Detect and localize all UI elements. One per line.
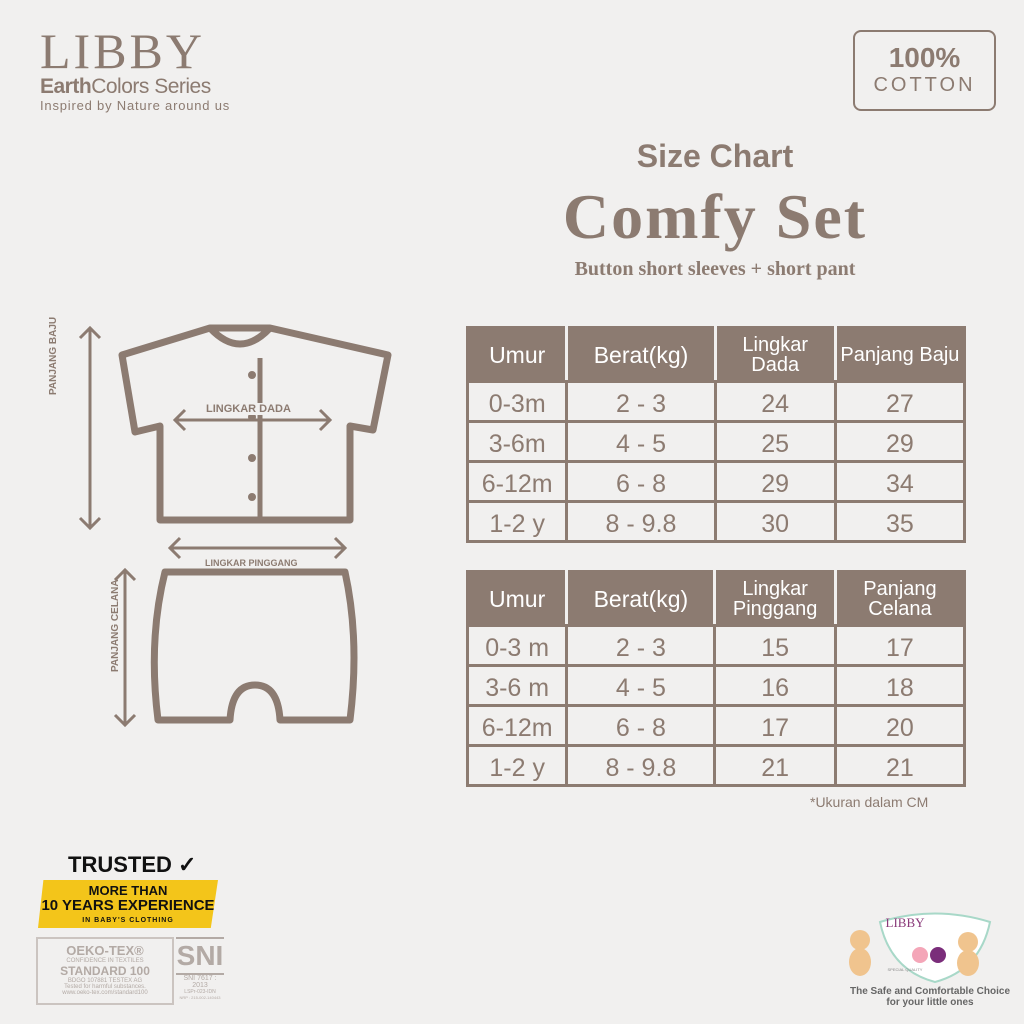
brand-block: LIBBY EarthColors Series Inspired by Nat… bbox=[40, 26, 230, 113]
table-header-row: Umur Berat(kg) Lingkar Pinggang Panjang … bbox=[465, 570, 967, 627]
cell: 6 - 8 bbox=[565, 460, 717, 503]
bear-icon bbox=[849, 930, 871, 976]
cell: 8 - 9.8 bbox=[565, 744, 717, 787]
sni-nrp: NRP : 215-002-140443 bbox=[179, 995, 221, 1000]
table-row: 6-12m 6 - 8 17 20 bbox=[465, 704, 967, 747]
oeko-url: www.oeko-tex.com/standard100 bbox=[62, 990, 148, 996]
cell: 6 - 8 bbox=[565, 704, 717, 747]
table-row: 6-12m 6 - 8 29 34 bbox=[465, 460, 967, 503]
check-icon: ✓ bbox=[178, 852, 197, 877]
table-header-row: Umur Berat(kg) Lingkar Dada Panjang Baju bbox=[465, 326, 967, 383]
shorts-icon bbox=[150, 568, 358, 724]
header-umur: Umur bbox=[465, 570, 569, 627]
cell: 17 bbox=[833, 624, 967, 667]
table-row: 3-6m 4 - 5 25 29 bbox=[465, 420, 967, 463]
cell: 21 bbox=[713, 744, 837, 787]
cell: 35 bbox=[833, 500, 967, 543]
cotton-percent: 100% bbox=[888, 42, 961, 73]
garment-diagram bbox=[78, 324, 392, 728]
cell: 2 - 3 bbox=[565, 624, 717, 667]
measure-arrows bbox=[78, 325, 348, 728]
slogan-line2: for your little ones bbox=[886, 997, 974, 1008]
cell: 16 bbox=[713, 664, 837, 707]
bottom-size-table: Umur Berat(kg) Lingkar Pinggang Panjang … bbox=[465, 570, 967, 787]
sni-lsp: LSPr-023-IDN bbox=[184, 989, 216, 995]
cell: 18 bbox=[833, 664, 967, 707]
cell: 29 bbox=[833, 420, 967, 463]
panjang-baju-label: PANJANG BAJU bbox=[48, 316, 59, 395]
brand-series: EarthColors Series bbox=[40, 75, 211, 98]
cell: 24 bbox=[713, 380, 837, 423]
header-panjang-celana: Panjang Celana bbox=[833, 570, 967, 627]
cotton-label: COTTON bbox=[873, 74, 976, 96]
lingkar-dada-label: LINGKAR DADA bbox=[206, 403, 291, 415]
oeko-sub: CONFIDENCE IN TEXTILES bbox=[66, 958, 144, 964]
header-berat: Berat(kg) bbox=[565, 326, 717, 383]
cell: 34 bbox=[833, 460, 967, 503]
size-chart-subtitle: Size Chart bbox=[636, 138, 794, 174]
libby-mascot-logo bbox=[849, 912, 992, 984]
header-lingkar-pinggang: Lingkar Pinggang bbox=[713, 570, 837, 627]
cell: 2 - 3 bbox=[565, 380, 717, 423]
cell: 4 - 5 bbox=[565, 664, 717, 707]
oeko-tested: Tested for harmful substances. bbox=[64, 984, 146, 990]
cell: 4 - 5 bbox=[565, 420, 717, 463]
brand-tagline: Inspired by Nature around us bbox=[40, 98, 231, 113]
flower-icon bbox=[912, 947, 946, 963]
cell: 3-6 m bbox=[465, 664, 569, 707]
brand-logo: LIBBY bbox=[40, 23, 205, 79]
cell: 17 bbox=[713, 704, 837, 747]
header-panjang-baju: Panjang Baju bbox=[833, 326, 967, 383]
panjang-celana-label: PANJANG CELANA bbox=[110, 579, 121, 672]
sni-code: SNI 7617 : 2013 bbox=[183, 975, 217, 989]
cell: 25 bbox=[713, 420, 837, 463]
slogan: The Safe and Comfortable Choice for your… bbox=[840, 986, 1020, 1008]
product-description: Button short sleeves + short pant bbox=[574, 258, 856, 280]
table-row: 0-3m 2 - 3 24 27 bbox=[465, 380, 967, 423]
cell: 29 bbox=[713, 460, 837, 503]
top-size-table: Umur Berat(kg) Lingkar Dada Panjang Baju… bbox=[465, 326, 967, 543]
header-umur: Umur bbox=[465, 326, 569, 383]
libby-footer-logo: LIBBY bbox=[885, 915, 925, 930]
ribbon-line1: MORE THAN bbox=[88, 883, 168, 898]
cell: 27 bbox=[833, 380, 967, 423]
oeko-tex-badge: OEKO-TEX® CONFIDENCE IN TEXTILES STANDAR… bbox=[36, 937, 174, 1005]
cell: 20 bbox=[833, 704, 967, 747]
cell: 3-6m bbox=[465, 420, 569, 463]
sni-logo: SNI bbox=[176, 937, 224, 975]
experience-ribbon: MORE THAN 10 YEARS EXPERIENCE IN BABY'S … bbox=[38, 880, 218, 928]
cell: 0-3m bbox=[465, 380, 569, 423]
cell: 30 bbox=[713, 500, 837, 543]
shirt-icon bbox=[118, 324, 392, 524]
bear-icon bbox=[957, 932, 979, 976]
cell: 6-12m bbox=[465, 460, 569, 503]
slogan-line1: The Safe and Comfortable Choice bbox=[849, 986, 1011, 997]
unit-note: *Ukuran dalam CM bbox=[810, 794, 929, 810]
page-title: Comfy Set bbox=[562, 181, 868, 252]
sni-badge: SNI SNI 7617 : 2013 LSPr-023-IDN NRP : 2… bbox=[176, 937, 224, 1000]
ribbon-line2: 10 YEARS EXPERIENCE bbox=[41, 897, 215, 914]
cell: 8 - 9.8 bbox=[565, 500, 717, 543]
cell: 1-2 y bbox=[465, 744, 569, 787]
oeko-name: OEKO-TEX® bbox=[66, 943, 144, 958]
cell: 6-12m bbox=[465, 704, 569, 747]
ribbon-line3: IN BABY'S CLOTHING bbox=[82, 917, 174, 924]
header-berat: Berat(kg) bbox=[565, 570, 717, 627]
lingkar-pinggang-label: LINGKAR PINGGANG bbox=[205, 558, 298, 568]
oeko-code: BDGO 107881 TESTEX AG bbox=[67, 978, 143, 984]
oeko-standard: STANDARD 100 bbox=[60, 964, 150, 978]
cell: 15 bbox=[713, 624, 837, 667]
cell: 0-3 m bbox=[465, 624, 569, 667]
cotton-badge: 100% COTTON bbox=[853, 30, 996, 111]
header-lingkar-dada: Lingkar Dada bbox=[713, 326, 837, 383]
cell: 1-2 y bbox=[465, 500, 569, 543]
special-quality: SPECIAL QUALITY bbox=[887, 967, 923, 972]
cell: 21 bbox=[833, 744, 967, 787]
trusted-label: TRUSTED ✓ bbox=[68, 852, 197, 877]
